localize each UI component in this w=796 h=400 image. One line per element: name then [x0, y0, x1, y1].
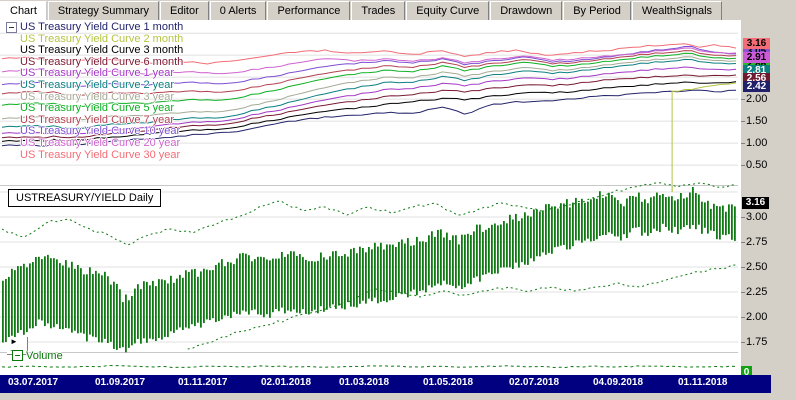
legend-item-label: US Treasury Yield Curve 1 month: [20, 21, 184, 33]
yield-curve-line: [1, 89, 737, 147]
yield-curve-line: [1, 56, 737, 121]
legend-item-label: US Treasury Yield Curve 5 year: [20, 102, 175, 115]
axis-tick-mark: [741, 165, 745, 167]
dotted-lower-line: [187, 264, 737, 350]
date-label: 01.03.2018: [339, 377, 390, 388]
legend-item[interactable]: US Treasury Yield Curve 3 year: [20, 90, 175, 103]
volume-line: [1, 364, 737, 369]
yield-curve-line: [1, 74, 737, 139]
date-label: 04.09.2018: [593, 377, 644, 388]
chart-canvas[interactable]: [0, 20, 740, 375]
axis-tick-label: 2.75: [746, 236, 768, 248]
legend-item[interactable]: US Treasury Yield Curve 10 year: [20, 126, 180, 137]
tab-chart[interactable]: Chart: [0, 1, 47, 20]
legend-item-label: US Treasury Yield Curve 1 year: [20, 67, 175, 80]
series-price-label: 3.16: [743, 38, 770, 49]
legend-item[interactable]: US Treasury Yield Curve 3 month: [20, 45, 183, 56]
last-price-label: 3.16: [742, 197, 769, 209]
yield-curve-line: [1, 47, 737, 76]
volume-pane-label: Volume: [12, 350, 63, 362]
collapse-legend-icon[interactable]: [6, 22, 17, 33]
series-price-label: 2.81: [743, 65, 770, 76]
axis-tick-label: 1.00: [746, 137, 768, 150]
yield-curve-line: [1, 66, 737, 135]
yield-curve-line: [1, 50, 737, 96]
series-price-label: 3.05: [743, 46, 770, 57]
tab-performance[interactable]: Performance: [267, 1, 351, 20]
series-price-label: 2.56: [743, 73, 770, 84]
legend-item[interactable]: US Treasury Yield Curve 30 year: [20, 148, 181, 161]
axis-tick-mark: [741, 342, 745, 343]
date-label: 01.09.2017: [95, 377, 146, 388]
date-axis: 03.07.2017 01.09.2017 01.11.2017 02.01.2018…: [0, 375, 771, 393]
volume-label-text: Volume: [26, 350, 63, 362]
legend-item-label: US Treasury Yield Curve 3 month: [20, 44, 184, 57]
legend-item-label: US Treasury Yield Curve 7 year: [20, 113, 175, 126]
tab-by-period[interactable]: By Period: [563, 1, 631, 20]
axis-tick-label: 2.25: [746, 286, 768, 298]
axis-tick-mark: [741, 217, 745, 218]
date-label: 01.11.2017: [178, 377, 228, 388]
scroll-arrow-icon: ►: [10, 337, 18, 346]
tab-wealthsignals[interactable]: WealthSignals: [631, 1, 723, 20]
scroll-dots-icon: ...: [10, 344, 20, 353]
yield-curve-line: [1, 58, 737, 129]
legend-item[interactable]: US Treasury Yield Curve 2 year: [20, 80, 174, 91]
axis-tick-mark: [741, 267, 745, 268]
date-label: 02.07.2018: [509, 377, 560, 388]
axis-tick-mark: [741, 143, 745, 145]
axis-tick-mark: [741, 99, 745, 101]
axis-tick-label: 3.00: [746, 211, 768, 223]
symbol-title-box: USTREASURY/YIELD Daily: [8, 189, 162, 207]
axis-tick-mark: [741, 317, 745, 318]
legend-item[interactable]: US Treasury Yield Curve 1 month: [6, 22, 183, 33]
legend-item-label: US Treasury Yield Curve 2 month: [20, 32, 184, 45]
tab-editor[interactable]: Editor: [160, 1, 209, 20]
legend-item[interactable]: US Treasury Yield Curve 5 year: [20, 103, 174, 114]
axis-tick-mark: [741, 242, 745, 243]
daily-bars: [2, 187, 736, 353]
axis-tick-label: 1.75: [746, 336, 768, 348]
yield-curve-line: [1, 45, 737, 87]
axis-tick-label: 1.50: [746, 115, 768, 128]
legend-item-label: US Treasury Yield Curve 30 year: [20, 148, 181, 161]
date-label: 01.11.2018: [678, 377, 728, 388]
yield-curve-line: [1, 81, 737, 142]
axis-tick-label: 0.50: [746, 159, 768, 172]
series-price-label: 2.42: [743, 81, 770, 92]
legend-item[interactable]: US Treasury Yield Curve 2 month: [20, 32, 184, 45]
tab-trades[interactable]: Trades: [351, 1, 406, 20]
legend-item[interactable]: US Treasury Yield Curve 6 month: [20, 55, 184, 68]
axis-tick-mark: [741, 121, 745, 123]
date-label: 02.01.2018: [261, 377, 312, 388]
yield-curve-line: [671, 82, 737, 185]
legend-item-label: US Treasury Yield Curve 20 year: [20, 137, 181, 149]
collapse-volume-icon[interactable]: [12, 350, 23, 361]
legend-item-label: US Treasury Yield Curve 3 year: [20, 90, 175, 103]
yield-curve-line: [1, 43, 737, 65]
axis-tick-mark: [741, 292, 745, 293]
tab-0-alerts[interactable]: 0 Alerts: [209, 1, 267, 20]
legend-item[interactable]: US Treasury Yield Curve 7 year: [20, 113, 175, 126]
date-label: 01.05.2018: [423, 377, 474, 388]
tab-strategy-summary[interactable]: Strategy Summary: [47, 1, 159, 20]
tab-bar: Chart Strategy Summary Editor 0 Alerts Perfo…: [0, 0, 796, 20]
legend-item[interactable]: US Treasury Yield Curve 20 year: [20, 138, 180, 149]
date-label: 03.07.2017: [8, 377, 59, 388]
tab-equity-curve[interactable]: Equity Curve: [406, 1, 490, 20]
tab-drawdown[interactable]: Drawdown: [490, 1, 563, 20]
series-price-label: 2.86: [743, 59, 770, 70]
axis-tick-label: 2.00: [746, 93, 768, 106]
axis-tick-label: 2.50: [746, 261, 768, 273]
legend-item-label: US Treasury Yield Curve 6 month: [20, 55, 184, 68]
legend-item-label: US Treasury Yield Curve 10 year: [20, 125, 181, 138]
legend-item[interactable]: US Treasury Yield Curve 1 year: [20, 68, 174, 79]
volume-last-label: 0: [741, 366, 752, 379]
legend-item-label: US Treasury Yield Curve 2 year: [20, 79, 175, 91]
yield-curve-line: [1, 52, 737, 107]
series-price-label: 2.91: [743, 52, 770, 63]
axis-tick-label: 2.00: [746, 311, 768, 323]
